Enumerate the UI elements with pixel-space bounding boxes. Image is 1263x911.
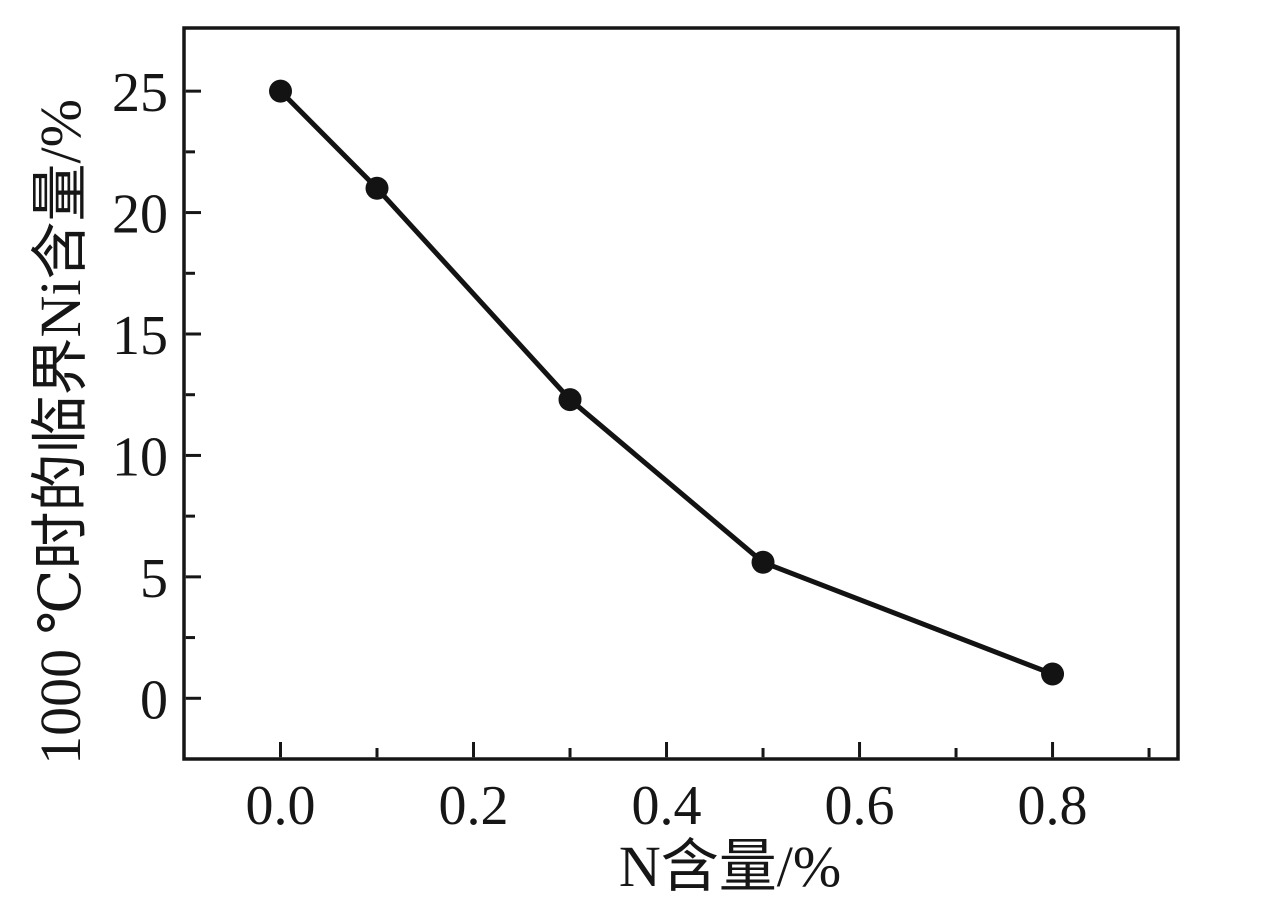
data-point <box>558 388 582 412</box>
x-tick-label: 0.8 <box>1018 775 1088 837</box>
data-point <box>365 176 389 200</box>
x-tick-label: 0.2 <box>439 775 509 837</box>
x-tick-label: 0.4 <box>632 775 702 837</box>
y-axis-label: 1000 ℃时的临界Ni含量/% <box>28 99 93 765</box>
y-tick-label: 25 <box>112 62 168 124</box>
x-tick-label: 0.0 <box>246 775 316 837</box>
y-tick-label: 5 <box>140 548 168 610</box>
x-tick-label: 0.6 <box>825 775 895 837</box>
y-tick-label: 20 <box>112 184 168 246</box>
plot-layer: 0.0 0.2 0.4 0.6 0.8 0 5 10 15 20 25 <box>112 26 1180 837</box>
data-point <box>269 79 293 103</box>
data-point <box>751 550 775 574</box>
x-axis-label: N含量/% <box>619 834 841 899</box>
y-tick-label: 0 <box>140 669 168 731</box>
y-tick-label: 10 <box>112 426 168 488</box>
plot-frame <box>182 26 1180 761</box>
data-point <box>1041 662 1065 686</box>
y-tick-label: 15 <box>112 305 168 367</box>
